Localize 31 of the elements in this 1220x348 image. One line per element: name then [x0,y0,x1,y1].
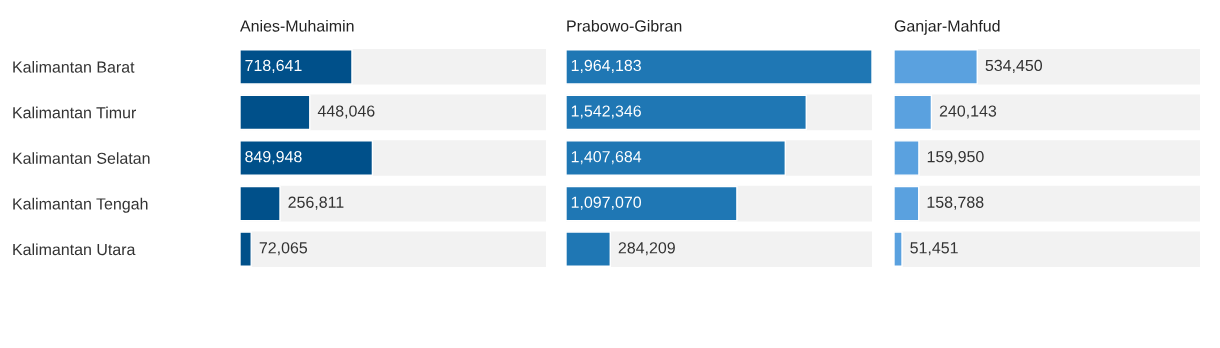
bar [894,231,903,267]
data-label: 1,097,070 [571,196,642,210]
data-label: 849,948 [245,150,302,165]
data-label: 718,641 [245,59,302,73]
bar [240,231,252,267]
bar [894,140,920,176]
y-tick-label: Kalimantan Timur [13,106,137,119]
y-tick-label: Kalimantan Selatan [13,152,150,164]
bar [240,185,281,222]
data-label: 284,209 [618,242,675,256]
data-label: 158,788 [927,196,984,210]
y-tick-label: Kalimantan Tengah [13,197,148,213]
chart-title: Prabowo-Gibran [567,19,682,32]
data-label: 448,046 [317,105,375,119]
data-label: 1,407,684 [571,150,642,165]
data-label: 1,542,346 [571,105,641,119]
data-label: 534,450 [985,59,1043,73]
data-label: 72,065 [259,242,308,256]
data-label: 159,950 [927,150,984,165]
bar [894,94,933,131]
bar [566,231,611,267]
bar [894,185,920,222]
data-label: 1,964,183 [571,59,641,73]
y-tick-label: Kalimantan Utara [13,243,136,256]
data-label: 51,451 [910,242,958,256]
bar [240,94,311,131]
data-label: 256,811 [288,196,344,210]
y-tick-label: Kalimantan Barat [13,61,135,73]
chart-title: Ganjar-Mahfud [894,19,1000,35]
chart-title: Anies-Muhaimin [240,19,354,32]
data-label: 240,143 [939,105,997,119]
